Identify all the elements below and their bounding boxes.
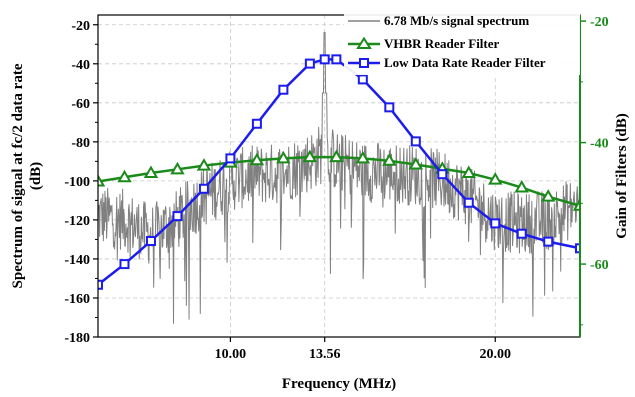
legend-spectrum-label: 6.78 Mb/s signal spectrum	[384, 13, 529, 28]
ldr-marker	[278, 84, 289, 95]
legend: 6.78 Mb/s signal spectrum VHBR Reader Fi…	[344, 13, 580, 75]
ldr-marker	[119, 259, 130, 270]
left-axis-title-line1: Spectrum of signal at fc/2 data rate	[10, 63, 26, 288]
x-axis-tick-label: 13.56	[309, 347, 341, 362]
vhbr-marker	[249, 152, 265, 166]
ldr-marker	[516, 228, 527, 239]
legend-vhbr-marker	[356, 36, 372, 49]
vhbr-marker	[170, 161, 185, 175]
x-axis-tick-label: 20.00	[480, 347, 512, 362]
right-axis-title: Gain of Filters (dB)	[614, 113, 630, 238]
ldr-marker	[198, 183, 209, 194]
right-axis: -20 -40 -60	[579, 15, 609, 337]
vhbr-marker	[355, 150, 371, 164]
ldr-marker	[304, 58, 315, 69]
left-axis-tick-label: -20	[71, 19, 90, 34]
ldr-marker	[543, 236, 554, 247]
ldr-marker	[437, 169, 448, 180]
ldr-marker	[225, 153, 236, 164]
ldr-marker	[319, 54, 330, 65]
ldr-marker	[463, 197, 474, 208]
left-axis-tick-label: -180	[64, 331, 90, 346]
right-axis-tick-label: -40	[590, 137, 609, 152]
vhbr-marker	[540, 189, 556, 202]
vhbr-marker	[196, 158, 212, 171]
legend-vhbr-label: VHBR Reader Filter	[384, 36, 500, 51]
ldr-marker	[410, 136, 421, 147]
series-layer	[98, 32, 580, 324]
ldr-marker	[490, 218, 501, 229]
x-axis-tick-label: 10.00	[215, 347, 247, 362]
ldr-marker	[331, 54, 342, 65]
vhbr-marker	[488, 172, 503, 185]
vhbr-marker	[514, 180, 529, 193]
vhbr-marker	[98, 173, 106, 187]
right-axis-tick-label: -60	[590, 258, 609, 273]
legend-ldr-marker	[359, 58, 369, 68]
left-axis-tick-label: -40	[71, 58, 90, 73]
right-axis-tick-label: -20	[590, 15, 609, 30]
legend-ldr-label: Low Data Rate Reader Filter	[384, 55, 546, 70]
vhbr-marker	[117, 169, 132, 183]
ldr-marker	[172, 211, 183, 222]
left-axis-tick-label: -140	[64, 253, 90, 268]
left-axis-tick-label: -60	[71, 97, 90, 112]
ldr-marker	[357, 74, 368, 85]
left-axis-tick-label: -120	[64, 214, 90, 229]
left-axis-tick-label: -100	[64, 175, 90, 190]
left-axis-title-line2: (dB)	[28, 162, 44, 190]
ldr-marker	[384, 102, 395, 113]
vhbr-marker	[143, 165, 159, 178]
vhbr-marker	[329, 149, 344, 163]
bottom-axis: 10.00 13.56 20.00	[215, 337, 511, 362]
vhbr-marker	[302, 149, 318, 163]
ldr-marker	[575, 243, 580, 254]
left-axis: -20 -40 -60 -80 -100 -120 -140 -160 -180	[64, 19, 98, 346]
vhbr-marker	[572, 198, 580, 211]
left-axis-tick-label: -160	[64, 292, 90, 307]
ldr-marker	[145, 236, 156, 247]
spectrum-series-line	[98, 32, 580, 324]
left-axis-tick-label: -80	[71, 136, 90, 151]
ldr-series-line	[98, 58, 580, 286]
vhbr-marker	[461, 165, 477, 178]
x-axis-title: Frequency (MHz)	[282, 376, 396, 392]
vhbr-marker	[276, 150, 291, 164]
ldr-marker	[98, 279, 103, 290]
ldr-marker	[251, 118, 262, 129]
vhbr-marker	[382, 153, 397, 166]
vhbr-marker	[408, 156, 424, 170]
legend-box	[344, 13, 580, 75]
